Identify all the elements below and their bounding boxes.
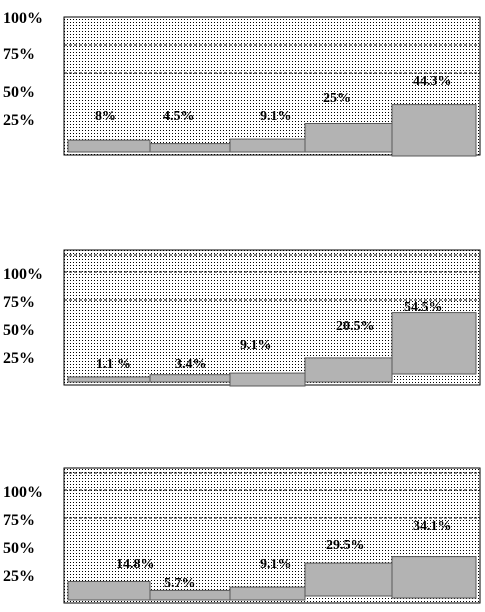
data-label: 9.1% (260, 557, 292, 572)
y-tick-label: 50% (3, 84, 35, 101)
data-label: 5.7% (164, 576, 196, 591)
data-label: 1.1 % (96, 357, 131, 372)
data-label: 34.1% (413, 519, 452, 534)
y-tick-label: 25% (3, 112, 35, 129)
data-label: 9.1% (240, 338, 272, 353)
y-tick-label: 100% (3, 10, 43, 27)
bar (149, 143, 231, 153)
bar (229, 372, 306, 387)
y-tick-label: 25% (3, 568, 35, 585)
data-label: 44.3% (413, 74, 452, 89)
chart-panel-2: 100% 75% 50% 25% 1.1 % 3.4% 9.1% 20.5% 54.5% (3, 249, 481, 387)
data-label: 14.8% (116, 557, 155, 572)
bar (149, 589, 231, 601)
y-tick-label: 25% (3, 350, 35, 367)
bar (229, 586, 306, 601)
bar (391, 312, 477, 375)
y-tick-label: 50% (3, 322, 35, 339)
bar (304, 357, 393, 383)
bar (67, 580, 151, 601)
chart-panel-1: 100% 75% 50% 25% 8% 4.5% 9.1% 25% 44.3% (3, 10, 481, 157)
bar (229, 138, 306, 153)
data-label: 9.1% (260, 109, 292, 124)
data-label: 3.4% (175, 357, 207, 372)
y-tick-label: 75% (3, 512, 35, 529)
bar (149, 374, 231, 383)
data-label: 4.5% (163, 109, 195, 124)
bar (67, 139, 151, 153)
data-label: 25% (323, 91, 351, 106)
y-tick-label: 75% (3, 46, 35, 63)
bar (67, 376, 151, 383)
bar (304, 562, 393, 597)
y-tick-label: 75% (3, 294, 35, 311)
bar (391, 556, 477, 599)
chart-panel-3: 100% 75% 50% 25% 14.8% 5.7% 9.1% 29.5% 34.1% (3, 467, 481, 604)
y-tick-label: 100% (3, 484, 43, 501)
y-tick-label: 100% (3, 266, 43, 283)
data-label: 54.5% (404, 300, 443, 315)
y-tick-label: 50% (3, 540, 35, 557)
data-label: 20.5% (336, 319, 375, 334)
data-label: 29.5% (326, 538, 365, 553)
data-label: 8% (95, 109, 116, 124)
bar (304, 123, 393, 153)
bar (391, 104, 477, 157)
